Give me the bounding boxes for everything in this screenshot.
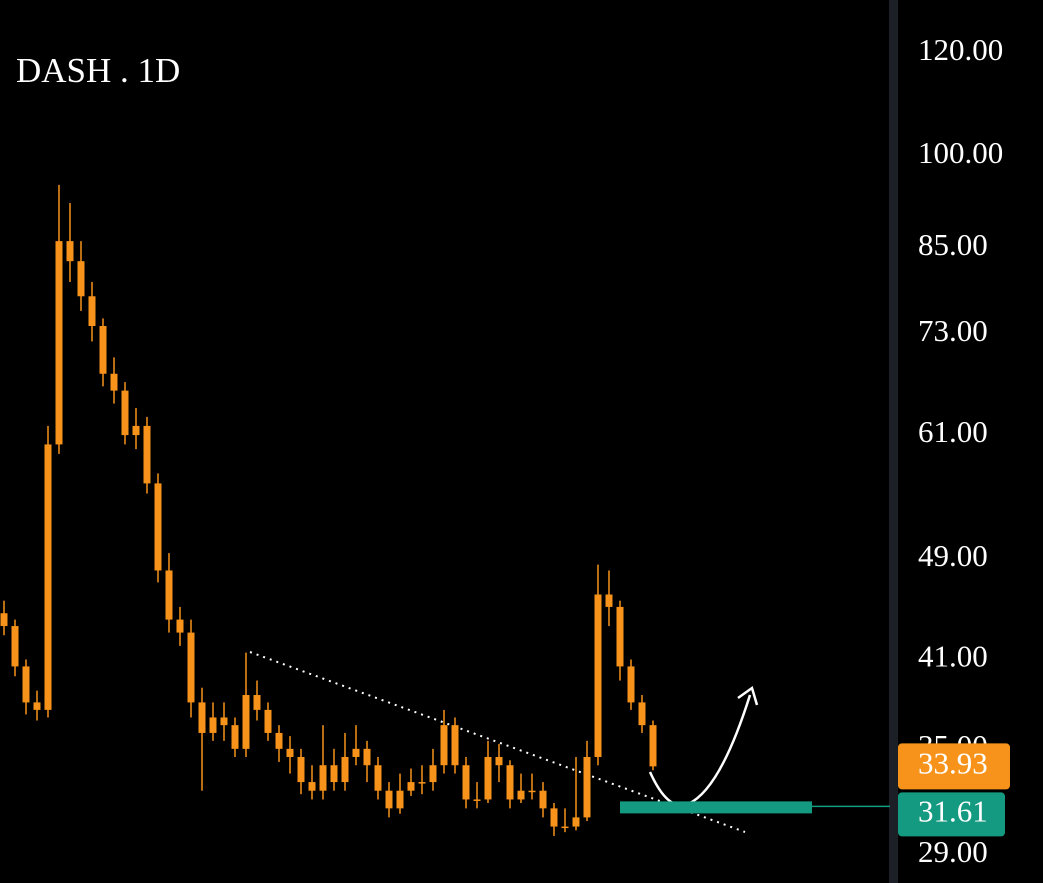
- y-tick-label: 49.00: [918, 538, 988, 573]
- candle-body: [539, 790, 547, 809]
- candle-body: [352, 748, 360, 757]
- candle-body: [627, 666, 635, 703]
- candle-body: [55, 241, 63, 445]
- y-tick-label: 29.00: [918, 834, 988, 869]
- support-tag: [898, 792, 1005, 837]
- candle-body: [374, 765, 382, 791]
- candle-body: [253, 695, 261, 710]
- candle-body: [198, 702, 206, 733]
- candle-body: [66, 241, 74, 262]
- candle-body: [121, 390, 129, 436]
- candle-body: [0, 613, 8, 627]
- support-label: 31.61: [918, 793, 988, 828]
- candle-body: [88, 296, 96, 326]
- plot-area: [0, 184, 890, 836]
- axis-divider: [889, 0, 898, 883]
- candle-body: [176, 619, 184, 633]
- candle-body: [495, 756, 503, 766]
- candle-body: [22, 666, 30, 703]
- candle-body: [44, 444, 52, 710]
- candle-body: [517, 790, 525, 800]
- y-tick-label: 73.00: [918, 313, 988, 348]
- candle-body: [220, 717, 228, 726]
- candle-body: [638, 702, 646, 726]
- candle-body: [572, 817, 580, 827]
- candle-body: [594, 594, 602, 757]
- candle-body: [77, 261, 85, 297]
- y-tick-label: 41.00: [918, 639, 988, 674]
- y-tick-label: 120.00: [918, 32, 1003, 67]
- candle-body: [407, 782, 415, 791]
- candle-body: [528, 790, 536, 793]
- candle-body: [385, 790, 393, 809]
- candle-body: [418, 782, 426, 784]
- candle-body: [484, 756, 492, 800]
- candle-body: [165, 570, 173, 620]
- candle-body: [462, 765, 470, 800]
- candle-body: [264, 709, 272, 733]
- candle-body: [209, 717, 217, 733]
- candle-body: [143, 425, 151, 484]
- candle-body: [396, 790, 404, 809]
- last-price-label: 33.93: [918, 745, 988, 780]
- y-tick-label: 100.00: [918, 135, 1003, 170]
- candle-body: [363, 748, 371, 766]
- candle-body: [473, 799, 481, 801]
- candle-body: [275, 732, 283, 749]
- candle-body: [11, 626, 19, 667]
- projection-arrow: [648, 694, 752, 807]
- price-axis: 29.0035.0041.0049.0061.0073.0085.00100.0…: [918, 32, 1003, 869]
- candle-body: [561, 826, 569, 829]
- candle-body: [583, 756, 591, 818]
- candle-body: [110, 373, 118, 391]
- price-tags: 33.93 31.61: [898, 743, 1010, 837]
- chart-title: DASH . 1D: [16, 51, 180, 90]
- candle-body: [429, 765, 437, 783]
- candle-body: [231, 725, 239, 749]
- candle-body: [550, 808, 558, 827]
- candle-body: [341, 756, 349, 783]
- candle-body: [319, 765, 327, 791]
- candle-body: [440, 725, 448, 766]
- candle-body: [451, 725, 459, 766]
- candle-body: [297, 756, 305, 783]
- candle-body: [99, 325, 107, 374]
- candle-body: [154, 483, 162, 571]
- candle-body: [616, 606, 624, 667]
- arrow-head: [737, 685, 759, 706]
- candle-body: [286, 748, 294, 757]
- candle-body: [187, 632, 195, 703]
- candle-body: [506, 765, 514, 800]
- candle-body: [605, 594, 613, 607]
- y-tick-label: 61.00: [918, 414, 988, 449]
- candle-body: [33, 702, 41, 710]
- support-zone: [620, 801, 812, 814]
- last-price-tag: [898, 743, 1010, 790]
- candle-body: [649, 725, 657, 767]
- y-tick-label: 85.00: [918, 227, 988, 262]
- candle-body: [330, 765, 338, 783]
- candle-body: [242, 695, 250, 749]
- candle-body: [132, 425, 140, 436]
- candle-body: [308, 782, 316, 791]
